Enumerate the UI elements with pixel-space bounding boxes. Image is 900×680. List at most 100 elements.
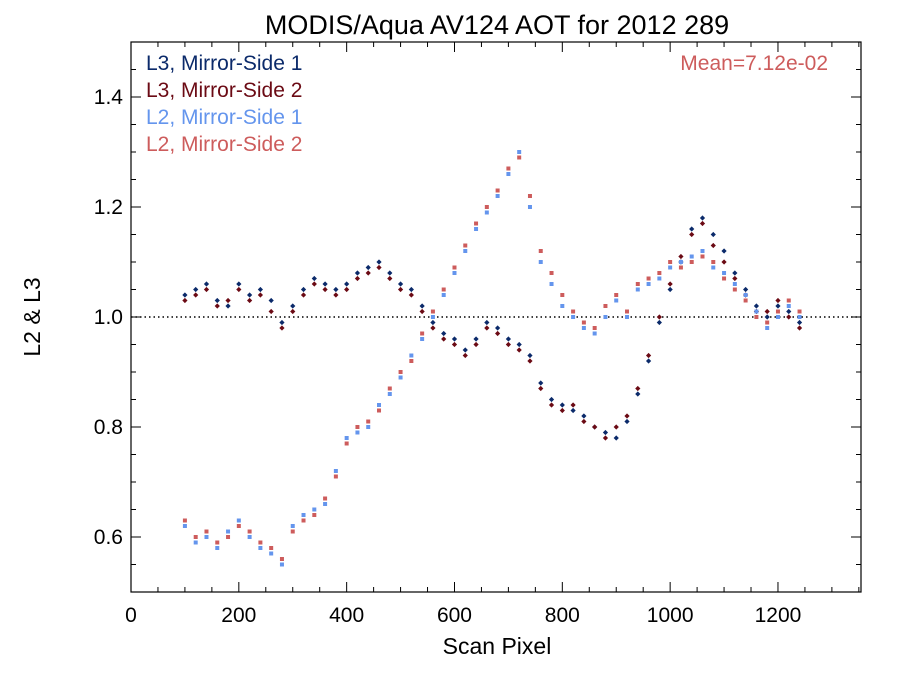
- data-point: [581, 413, 587, 419]
- data-point: [366, 419, 371, 424]
- data-point: [333, 474, 338, 479]
- data-point: [571, 309, 576, 314]
- data-point: [721, 248, 727, 254]
- data-point: [754, 315, 759, 319]
- data-point: [452, 271, 457, 275]
- data-point: [668, 260, 673, 264]
- data-point: [397, 286, 404, 293]
- data-point: [710, 231, 716, 238]
- data-point: [549, 271, 554, 275]
- data-point: [635, 385, 641, 392]
- data-point: [226, 535, 231, 539]
- data-point: [441, 287, 446, 292]
- legend-entry: L3, Mirror-Side 1: [146, 52, 302, 75]
- data-point: [581, 418, 587, 425]
- data-point: [722, 271, 727, 275]
- y-tick-label: 1.0: [94, 306, 123, 329]
- data-point: [743, 286, 749, 293]
- data-point: [474, 227, 479, 231]
- data-point: [678, 253, 684, 260]
- data-point: [711, 265, 716, 270]
- data-point: [430, 319, 436, 326]
- data-point: [581, 320, 586, 325]
- data-point: [355, 425, 360, 429]
- data-point: [722, 276, 727, 281]
- data-point: [743, 293, 748, 297]
- data-point: [182, 518, 187, 523]
- data-point: [549, 282, 554, 286]
- data-point: [764, 314, 770, 320]
- data-point: [268, 308, 274, 315]
- data-point: [484, 205, 489, 209]
- legend: L3, Mirror-Side 1 L3, Mirror-Side 2 L2, Mi…: [146, 52, 302, 156]
- data-point: [657, 276, 662, 281]
- data-point: [323, 496, 328, 501]
- data-point: [796, 319, 803, 326]
- data-point: [365, 264, 371, 271]
- data-point: [732, 287, 737, 292]
- data-point: [452, 265, 457, 270]
- data-point: [645, 352, 652, 359]
- y-tick-label: 0.8: [94, 416, 123, 439]
- data-point: [689, 254, 694, 259]
- data-point: [344, 436, 349, 440]
- data-point: [333, 286, 339, 293]
- data-point: [376, 259, 382, 265]
- data-point: [441, 330, 447, 337]
- data-point: [408, 292, 414, 298]
- data-point: [182, 297, 188, 304]
- data-point: [214, 297, 220, 304]
- data-point: [699, 215, 706, 221]
- data-point: [430, 325, 436, 331]
- data-point: [645, 358, 652, 364]
- data-point: [592, 326, 597, 330]
- data-point: [743, 298, 748, 303]
- data-point: [247, 292, 253, 298]
- data-point: [300, 286, 307, 293]
- y-tick-label: 0.6: [94, 526, 123, 549]
- data-point: [376, 264, 382, 271]
- data-point: [344, 441, 349, 446]
- data-point: [559, 402, 565, 408]
- data-point: [624, 413, 630, 419]
- data-point: [516, 341, 522, 348]
- data-point: [560, 304, 565, 308]
- data-point: [182, 524, 187, 528]
- data-point: [290, 308, 296, 315]
- data-point: [516, 347, 522, 353]
- data-point: [484, 319, 490, 326]
- data-point: [732, 270, 738, 276]
- data-point: [377, 403, 382, 407]
- data-point: [786, 308, 792, 315]
- data-point: [322, 286, 328, 293]
- data-point: [786, 314, 792, 320]
- data-point: [786, 304, 791, 308]
- data-point: [689, 260, 694, 264]
- data-point: [667, 286, 673, 293]
- data-point: [430, 309, 435, 314]
- data-point: [408, 286, 414, 293]
- data-point: [311, 275, 317, 282]
- data-point: [613, 424, 619, 430]
- data-point: [236, 518, 241, 523]
- data-point: [538, 385, 544, 392]
- data-point: [344, 286, 350, 293]
- data-point: [614, 298, 619, 303]
- data-point: [441, 336, 447, 342]
- data-point: [182, 292, 188, 298]
- data-point: [570, 402, 576, 408]
- data-point: [279, 319, 285, 326]
- data-point: [603, 304, 608, 308]
- data-point: [236, 281, 242, 287]
- data-point: [269, 551, 274, 556]
- data-point: [420, 331, 425, 336]
- data-point: [796, 325, 803, 331]
- data-point: [462, 347, 468, 353]
- data-point: [602, 429, 609, 436]
- data-point: [732, 282, 737, 286]
- data-point: [775, 309, 780, 314]
- data-point: [699, 220, 706, 227]
- data-point: [667, 281, 673, 287]
